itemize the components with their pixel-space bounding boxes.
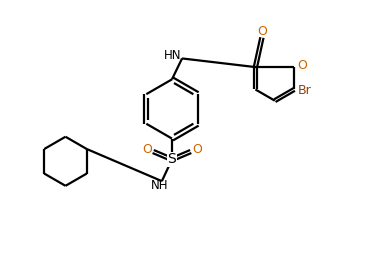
Text: Br: Br	[298, 84, 312, 97]
Text: O: O	[142, 143, 152, 156]
Text: S: S	[168, 152, 176, 166]
Text: NH: NH	[151, 179, 169, 192]
Text: O: O	[297, 59, 307, 72]
Text: O: O	[192, 143, 202, 156]
Text: O: O	[258, 25, 268, 38]
Text: HN: HN	[164, 49, 182, 62]
